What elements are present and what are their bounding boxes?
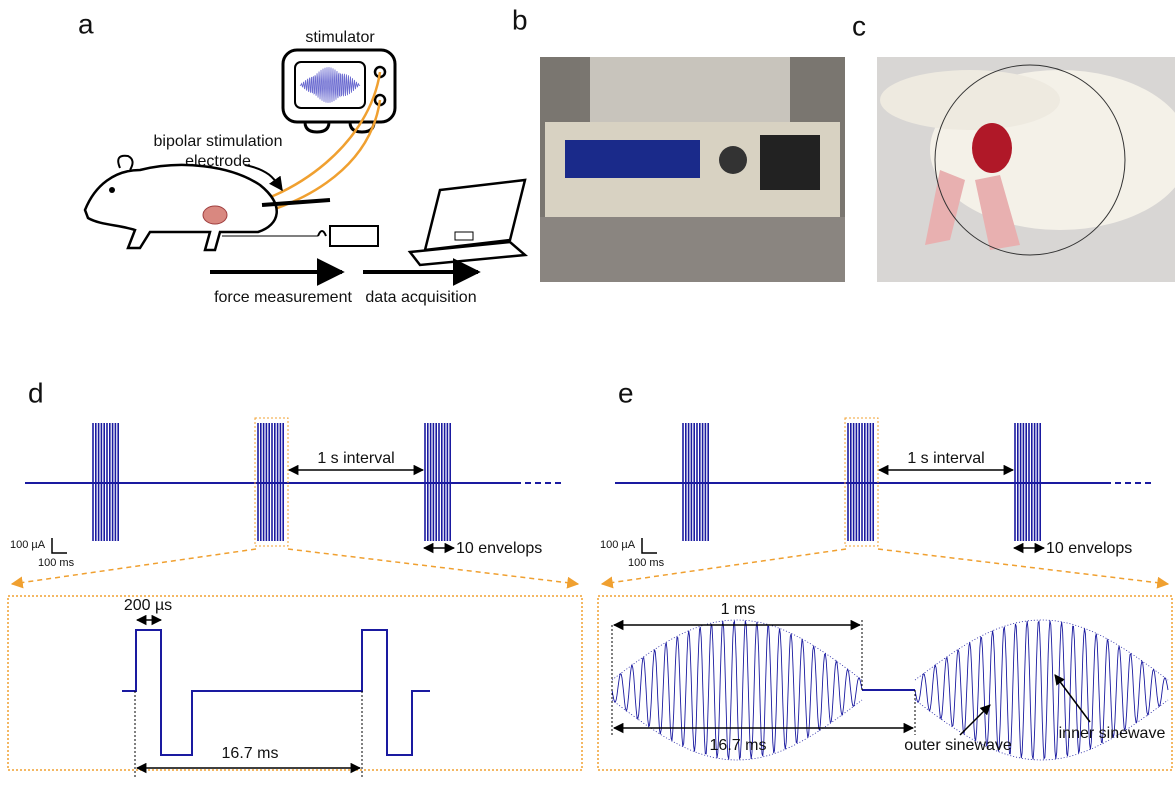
panel-label: a (78, 8, 94, 39)
panel-e: e 1 s interval 100 µA 100 ms 10 envelops 1 ms… (598, 377, 1172, 770)
figure: a stimulator bipolar stimulation electro… (0, 0, 1175, 785)
panel-a: a stimulator bipolar stimulation electro… (78, 8, 525, 306)
scale-bar (52, 538, 67, 553)
amp-scale: 100 µA (10, 539, 46, 551)
mouse (85, 165, 277, 250)
zoom-box (8, 596, 582, 770)
pointer (1055, 675, 1090, 722)
force-label: force measurement (214, 289, 352, 306)
panel-label: c (852, 10, 866, 41)
square-wave (122, 630, 430, 755)
time-scale: 100 ms (628, 557, 665, 569)
interval-label: 1 s interval (317, 450, 394, 467)
electrode-label: bipolar stimulation (154, 133, 283, 150)
laptop (410, 180, 525, 265)
zoom-box (598, 596, 1172, 770)
pulse-width-label: 200 µs (124, 597, 172, 614)
acquisition-label: data acquisition (365, 289, 476, 306)
period-label: 16.7 ms (222, 745, 279, 762)
period-label: 16.7 ms (710, 737, 767, 754)
envelope-label: 10 envelops (456, 540, 542, 557)
panel-d: d 1 s interval 100 µA 100 ms 10 envelops 200 … (8, 377, 582, 778)
stimulator-wave (300, 67, 360, 103)
panel-label: d (28, 377, 44, 408)
time-scale: 100 ms (38, 557, 75, 569)
panel-label: b (512, 4, 528, 35)
scale-bar (642, 538, 657, 553)
panel-label: e (618, 377, 634, 408)
stimulator-label: stimulator (305, 29, 375, 46)
panel-c: c (852, 10, 1175, 282)
envelope-label: 10 envelops (1046, 540, 1132, 557)
panel-b: b (512, 4, 845, 282)
outer-label: outer sinewave (904, 737, 1012, 754)
inner-label: inner sinewave (1059, 725, 1166, 742)
burst-label: 1 ms (721, 601, 756, 618)
amp-scale: 100 µA (600, 539, 636, 551)
interval-label: 1 s interval (907, 450, 984, 467)
